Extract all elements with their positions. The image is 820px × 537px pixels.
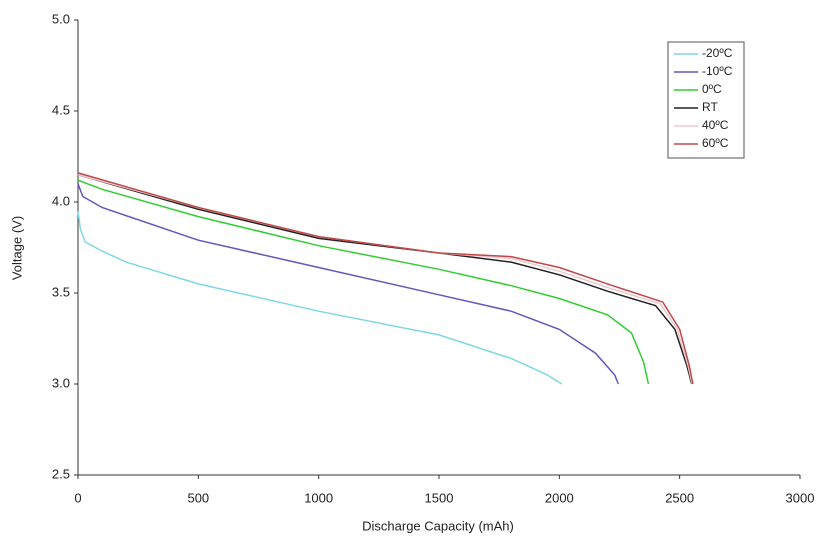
x-tick-label: 2500	[665, 490, 694, 505]
legend-label: -10ºC	[702, 64, 733, 78]
line	[77, 173, 693, 385]
x-tick-label: 1000	[304, 490, 333, 505]
legend-label: RT	[702, 100, 718, 114]
legend-label: 40ºC	[702, 118, 729, 132]
y-axis-title: Voltage (V)	[9, 216, 24, 280]
line	[77, 179, 650, 385]
line	[77, 173, 693, 385]
legend: -20ºC -10ºC 0ºC RT 40ºC 60ºC	[667, 41, 745, 159]
x-tick-label: 3000	[786, 490, 815, 505]
legend-label: -20ºC	[702, 46, 733, 60]
x-tick-label: 1500	[425, 490, 454, 505]
x-tick-label: 0	[74, 490, 81, 505]
x-tick-label: 500	[187, 490, 209, 505]
legend-label: 60ºC	[702, 136, 729, 150]
x-tick-label: 2000	[545, 490, 574, 505]
y-tick-label: 4.5	[52, 102, 70, 117]
line	[77, 183, 619, 385]
line	[77, 211, 563, 385]
y-tick-label: 3.0	[52, 375, 70, 390]
legend-box	[667, 41, 745, 159]
y-tick-label: 2.5	[52, 466, 70, 481]
y-tick-label: 3.5	[52, 284, 70, 299]
y-tick-label: 5.0	[52, 11, 70, 26]
y-tick-label: 4.0	[52, 193, 70, 208]
x-axis-title: Discharge Capacity (mAh)	[362, 518, 514, 533]
legend-label: 0ºC	[702, 82, 722, 96]
line	[77, 172, 694, 385]
